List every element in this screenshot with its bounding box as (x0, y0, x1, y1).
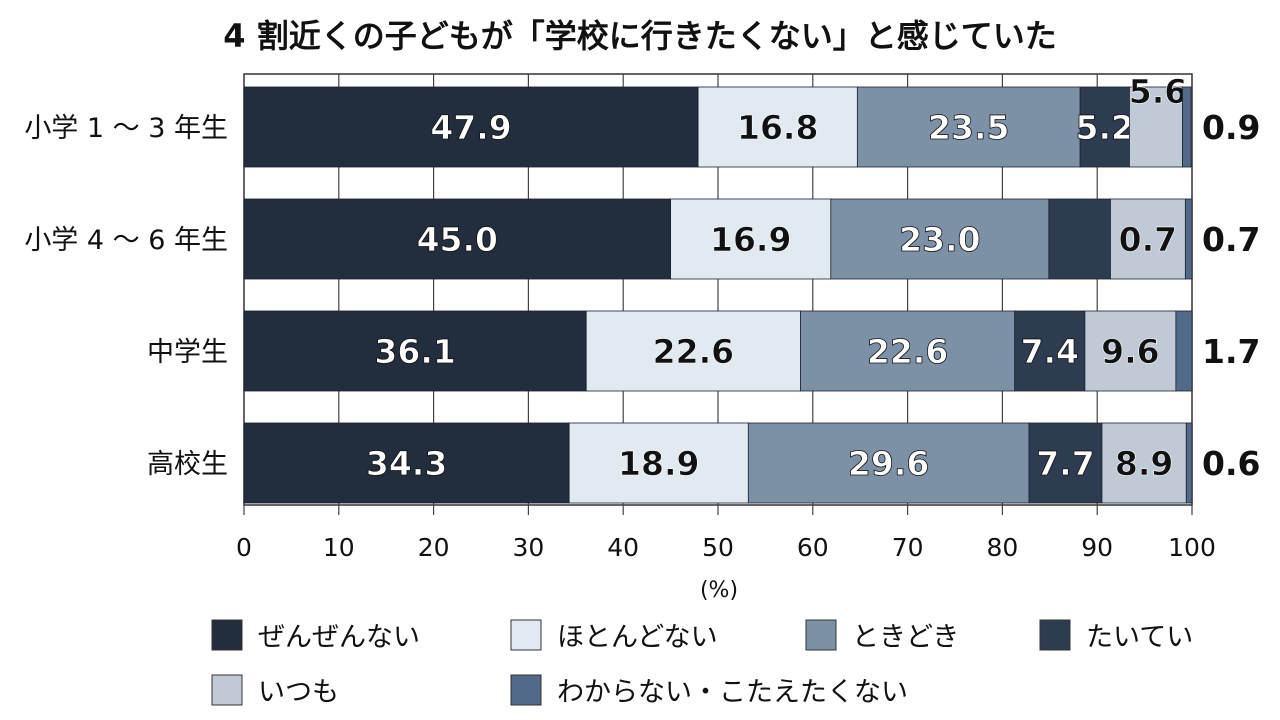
legend-label: いつも (258, 677, 339, 708)
bar-segment (243, 422, 570, 504)
legend-swatch (510, 619, 542, 651)
x-tick-label: 0 (236, 533, 252, 562)
legend-label: ほとんどない (557, 622, 718, 653)
x-tick-label: 100 (1168, 533, 1216, 562)
legend-swatch (1039, 619, 1071, 651)
bar-segment (1175, 310, 1193, 392)
data-label: 29.6 (848, 444, 929, 483)
legend-swatch (211, 674, 243, 706)
category-label: 中学生 (147, 337, 228, 368)
bar-segment (1084, 310, 1177, 392)
bar-segment (1048, 198, 1111, 280)
x-axis-ticks: 0 10 20 30 40 50 60 70 80 90 100 (236, 533, 1216, 562)
x-tick-label: 20 (418, 533, 450, 562)
bar-segment (243, 198, 672, 280)
data-label: 8.9 (1115, 444, 1173, 483)
bar-segment (1182, 86, 1192, 168)
bar-segment (856, 86, 1081, 168)
category-label: 小学 1 〜 3 年生 (24, 113, 228, 144)
x-tick-label: 80 (986, 533, 1018, 562)
bars: 47.9 16.8 23.5 5.25.6 0.9 45.0 16.9 23.0 0.7 0.7 3… (243, 72, 1260, 504)
data-label: 34.3 (366, 444, 447, 483)
data-label: 16.8 (737, 108, 818, 147)
data-label: 47.9 (430, 108, 511, 147)
category-label: 高校生 (147, 449, 228, 480)
x-axis-unit-label: (%) (700, 578, 738, 603)
x-tick-label: 30 (512, 533, 544, 562)
legend-label: ときどき (852, 622, 959, 653)
data-label: 9.6 (1101, 332, 1159, 371)
x-tick-label: 10 (323, 533, 355, 562)
bar-segment (1184, 198, 1193, 280)
data-label: 22.6 (653, 332, 734, 371)
legend-label: ぜんぜんない (258, 622, 420, 653)
bar-segment (1110, 198, 1186, 280)
data-label: 7.4 (1021, 332, 1079, 371)
category-label: 小学 4 〜 6 年生 (24, 225, 228, 256)
x-tick-label: 70 (892, 533, 924, 562)
bar-segment (800, 310, 1016, 392)
data-label: 22.6 (867, 332, 948, 371)
bar-segment (747, 422, 1030, 504)
data-label: 36.1 (374, 332, 455, 371)
bar-segment (697, 86, 858, 168)
bar-segment (830, 198, 1050, 280)
data-label-outside: 0.6 (1202, 444, 1260, 483)
bar-segment (1185, 422, 1193, 504)
legend-swatch (805, 619, 837, 651)
legend-swatch (510, 674, 542, 706)
bar-segment (585, 310, 801, 392)
data-label: 5.2 (1076, 108, 1134, 147)
data-label: 18.9 (618, 444, 699, 483)
data-label: 23.0 (899, 220, 980, 259)
legend-swatch (211, 619, 243, 651)
bar-segment (1079, 86, 1130, 168)
chart-title: 4 割近くの子どもが「学校に行きたくない」と感じていた (223, 17, 1056, 55)
data-label: 0.7 (1119, 220, 1177, 259)
data-label: 45.0 (417, 220, 498, 259)
data-label-outside: 0.7 (1202, 220, 1260, 259)
x-tick-label: 90 (1081, 533, 1113, 562)
x-tick-label: 40 (607, 533, 639, 562)
bar-segment (243, 310, 587, 392)
legend-label: たいてい (1086, 622, 1193, 653)
x-tick-label: 50 (702, 533, 734, 562)
bar-segment (670, 198, 832, 280)
data-label: 16.9 (710, 220, 791, 259)
legend-label: わからない・こたえたくない (557, 677, 908, 708)
data-label: 7.7 (1036, 444, 1094, 483)
data-label-outside: 1.7 (1202, 332, 1260, 371)
data-label-outside: 0.9 (1202, 108, 1260, 147)
data-label: 5.6 (1129, 72, 1187, 111)
bar-segment (568, 422, 749, 504)
x-tick-label: 60 (797, 533, 829, 562)
bar-segment (243, 86, 699, 168)
data-label: 23.5 (928, 108, 1009, 147)
